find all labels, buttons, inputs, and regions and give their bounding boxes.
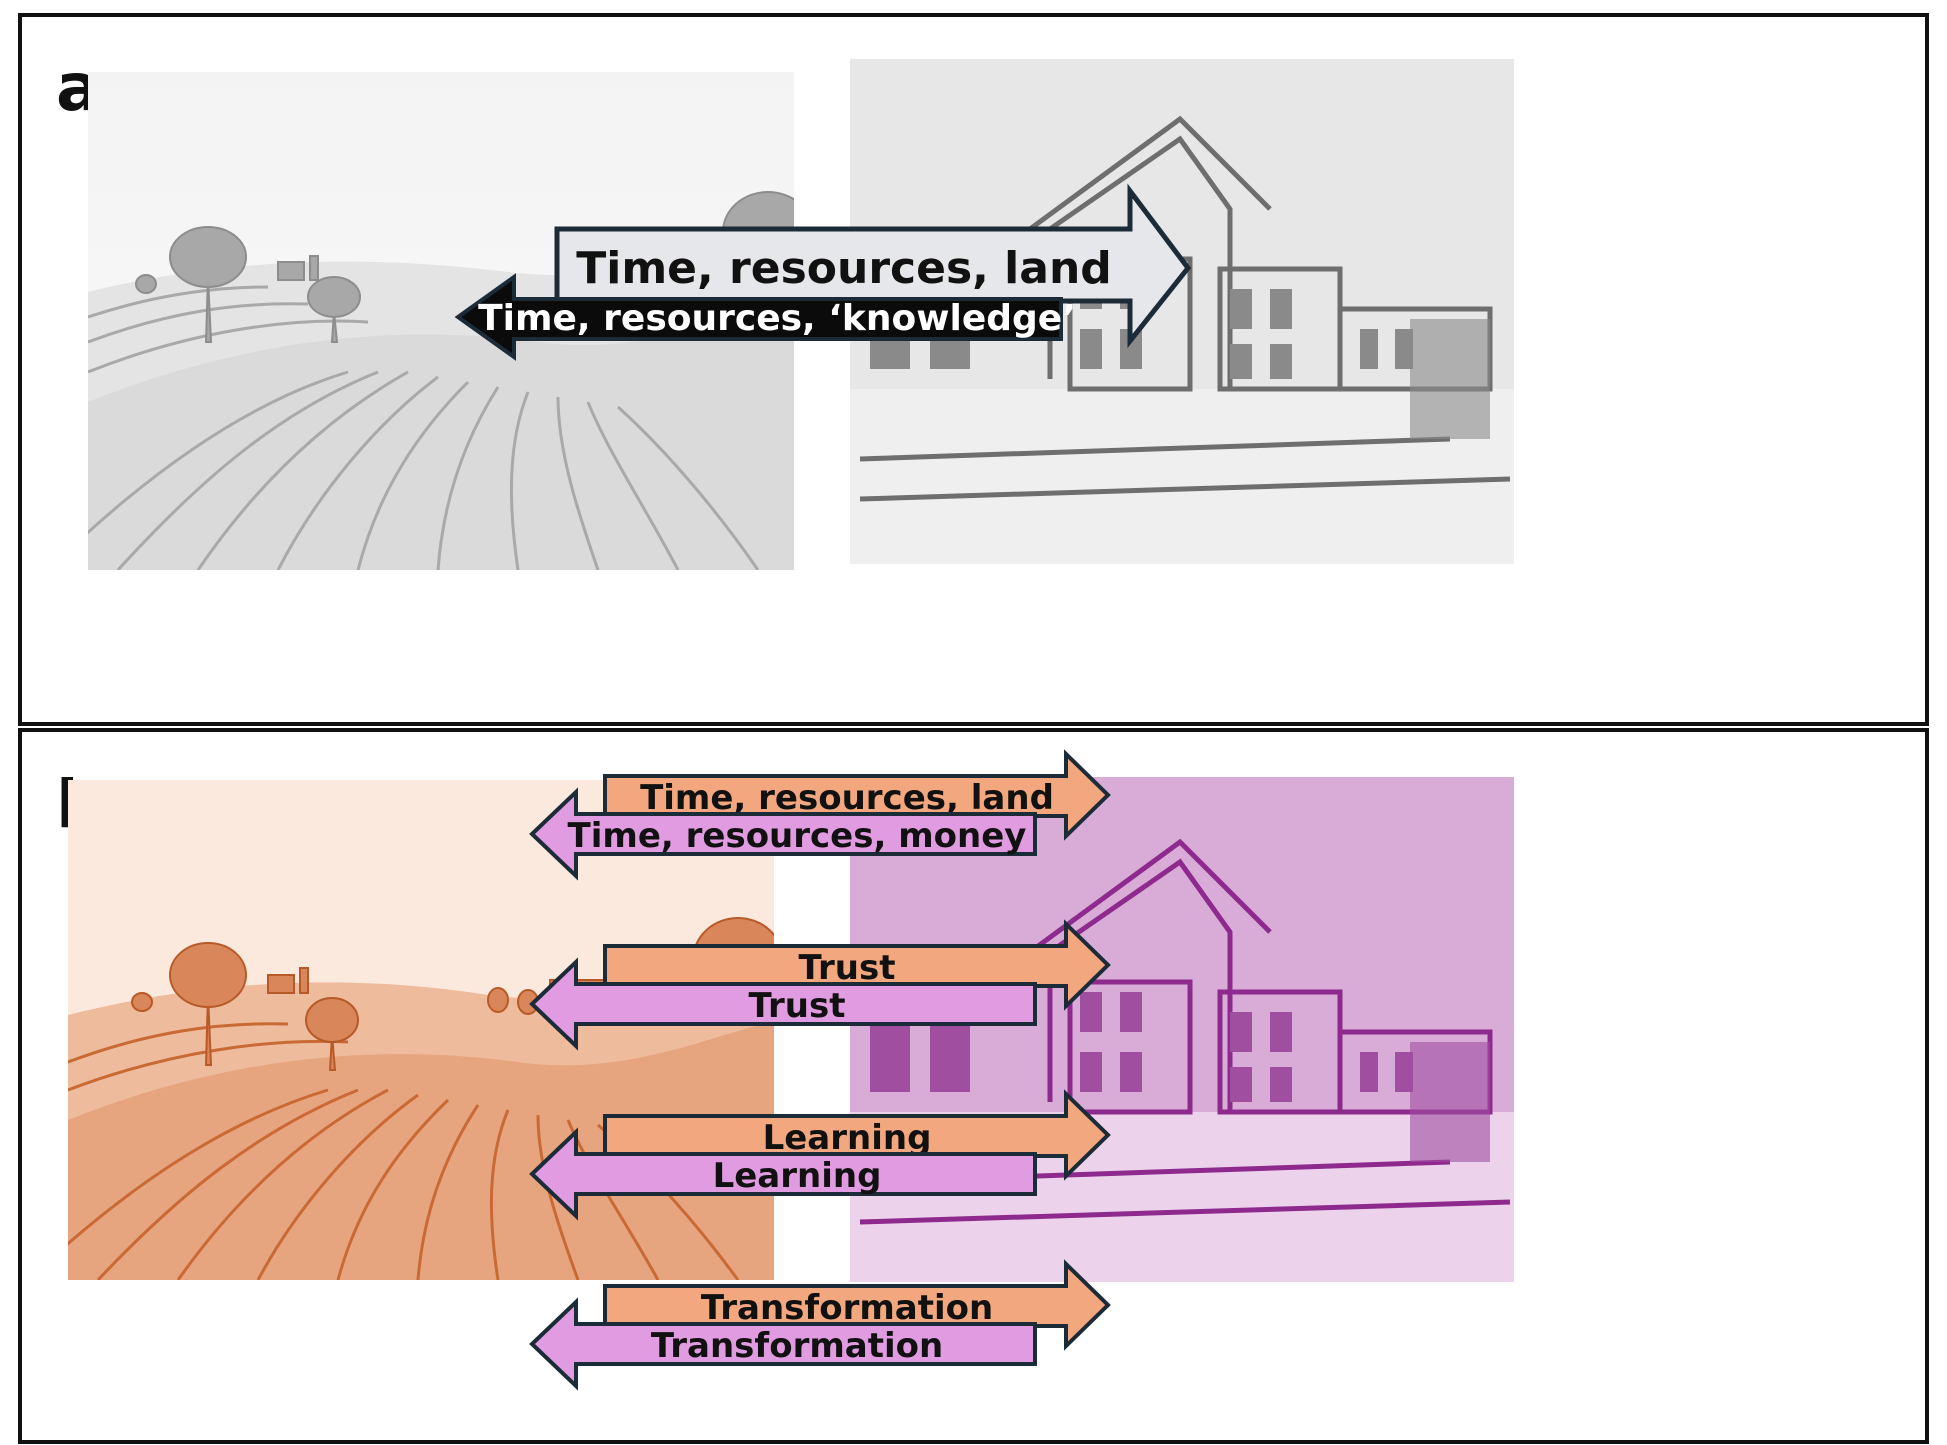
arrow-label-trust-right: Trust — [799, 948, 896, 988]
farm-sketch-image-orange — [68, 780, 774, 1280]
arrow-label-learning-right: Learning — [763, 1118, 932, 1158]
arrow-label-transformation-right: Transformation — [701, 1288, 993, 1328]
arrows-panel-b: Time, resources, land Time, resources, m… — [529, 749, 1111, 1391]
arrow-label-time-resources-land-b: Time, resources, land — [640, 778, 1054, 818]
arrow-left-transformation: Transformation — [529, 1297, 1037, 1391]
arrow-left-time-resources-money: Time, resources, money — [529, 787, 1037, 881]
arrow-label-time-resources-knowledge: Time, resources, ‘knowledge’ — [478, 298, 1076, 339]
arrow-label-learning-left: Learning — [713, 1156, 882, 1196]
arrow-label-time-resources-money: Time, resources, money — [568, 816, 1027, 856]
arrows-panel-a: Time, resources, land Time, resources, ‘… — [454, 183, 1192, 361]
arrow-left-time-resources-knowledge: Time, resources, ‘knowledge’ — [454, 273, 1076, 361]
arrow-label-time-resources-land: Time, resources, land — [576, 243, 1112, 294]
arrow-left-trust: Trust — [529, 957, 1037, 1051]
arrow-label-transformation-left: Transformation — [651, 1326, 943, 1366]
arrow-left-learning: Learning — [529, 1127, 1037, 1221]
arrow-label-trust-left: Trust — [749, 986, 846, 1026]
panel-a: a — [18, 13, 1929, 726]
panel-b: b — [18, 728, 1929, 1444]
